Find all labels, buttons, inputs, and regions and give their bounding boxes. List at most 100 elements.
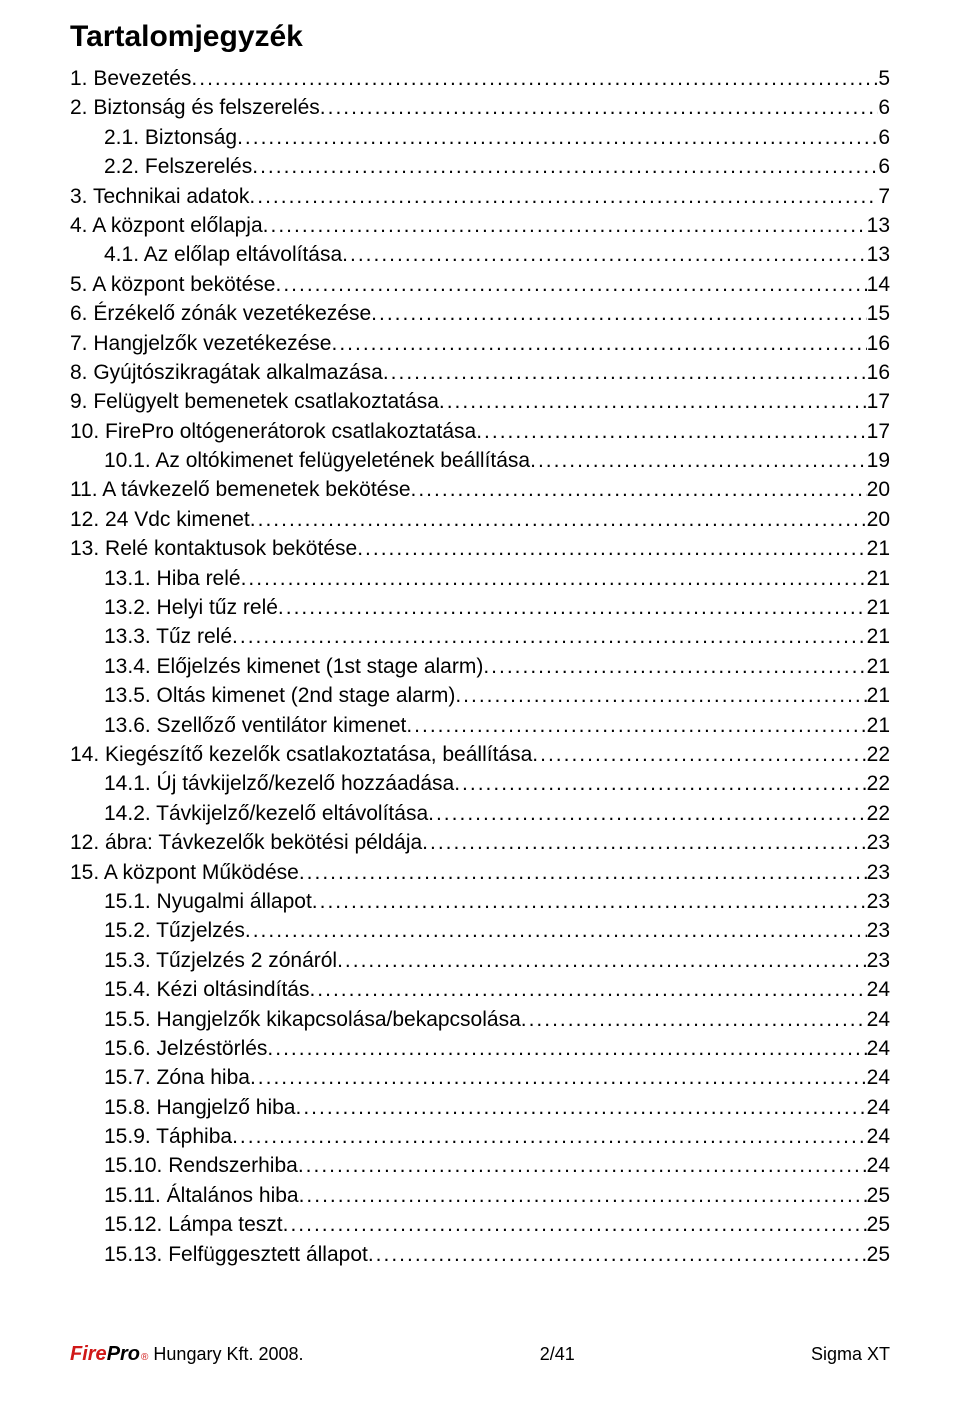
toc-leader-dots xyxy=(295,1093,866,1122)
toc-entry[interactable]: 2.1. Biztonság6 xyxy=(70,123,890,152)
toc-entry-page: 7 xyxy=(878,182,890,211)
toc-leader-dots xyxy=(250,505,867,534)
toc-leader-dots xyxy=(371,299,866,328)
toc-entry-page: 24 xyxy=(867,1005,890,1034)
toc-entry[interactable]: 13.4. Előjelzés kimenet (1st stage alarm… xyxy=(70,652,890,681)
toc-entry-page: 23 xyxy=(867,946,890,975)
toc-entry-page: 22 xyxy=(867,740,890,769)
toc-entry[interactable]: 15.2. Tűzjelzés23 xyxy=(70,916,890,945)
toc-entry[interactable]: 15.3. Tűzjelzés 2 zónáról23 xyxy=(70,946,890,975)
toc-entry-text: 8. Gyújtószikragátak alkalmazása xyxy=(70,358,383,387)
toc-entry-text: 13.2. Helyi tűz relé xyxy=(104,593,278,622)
toc-entry[interactable]: 12. ábra: Távkezelők bekötési példája23 xyxy=(70,828,890,857)
toc-entry[interactable]: 7. Hangjelzők vezetékezése16 xyxy=(70,329,890,358)
toc-entry[interactable]: 15.9. Táphiba 24 xyxy=(70,1122,890,1151)
toc-entry-page: 25 xyxy=(867,1181,890,1210)
toc-entry[interactable]: 13.3. Tűz relé21 xyxy=(70,622,890,651)
toc-leader-dots xyxy=(299,1181,867,1210)
toc-entry[interactable]: 9. Felügyelt bemenetek csatlakoztatása17 xyxy=(70,387,890,416)
toc-leader-dots xyxy=(406,711,866,740)
toc-entry-page: 23 xyxy=(867,916,890,945)
toc-entry[interactable]: 2.2. Felszerelés6 xyxy=(70,152,890,181)
toc-entry[interactable]: 8. Gyújtószikragátak alkalmazása16 xyxy=(70,358,890,387)
toc-entry[interactable]: 4.1. Az előlap eltávolítása 13 xyxy=(70,240,890,269)
toc-entry[interactable]: 11. A távkezelő bemenetek bekötése20 xyxy=(70,475,890,504)
toc-entry[interactable]: 15.7. Zóna hiba24 xyxy=(70,1063,890,1092)
toc-entry[interactable]: 15.6. Jelzéstörlés24 xyxy=(70,1034,890,1063)
toc-entry-text: 14.2. Távkijelző/kezelő eltávolítása xyxy=(104,799,428,828)
toc-entry[interactable]: 1. Bevezetés5 xyxy=(70,64,890,93)
toc-entry-page: 6 xyxy=(878,93,890,122)
toc-entry[interactable]: 13.5. Oltás kimenet (2nd stage alarm)21 xyxy=(70,681,890,710)
toc-entry[interactable]: 15.12. Lámpa teszt25 xyxy=(70,1210,890,1239)
toc-leader-dots xyxy=(455,681,866,710)
toc-entry[interactable]: 15.8. Hangjelző hiba24 xyxy=(70,1093,890,1122)
logo-registered-icon: ® xyxy=(141,1352,148,1363)
toc-entry-text: 15.6. Jelzéstörlés xyxy=(104,1034,267,1063)
toc-entry[interactable]: 13. Relé kontaktusok bekötése21 xyxy=(70,534,890,563)
toc-leader-dots xyxy=(252,152,878,181)
toc-entry-page: 23 xyxy=(867,858,890,887)
toc-entry-text: 1. Bevezetés xyxy=(70,64,191,93)
toc-entry[interactable]: 15.1. Nyugalmi állapot23 xyxy=(70,887,890,916)
toc-entry-page: 22 xyxy=(867,799,890,828)
toc-leader-dots xyxy=(530,446,867,475)
toc-entry-page: 24 xyxy=(867,1063,890,1092)
toc-entry-page: 13 xyxy=(867,240,890,269)
toc-leader-dots xyxy=(232,1122,867,1151)
toc-entry[interactable]: 10.1. Az oltókimenet felügyeletének beál… xyxy=(70,446,890,475)
toc-entry-text: 4. A központ előlapja xyxy=(70,211,263,240)
toc-entry[interactable]: 14. Kiegészítő kezelők csatlakoztatása, … xyxy=(70,740,890,769)
footer-page-number: 2/41 xyxy=(540,1344,575,1365)
toc-entry-page: 14 xyxy=(867,270,890,299)
toc-entry[interactable]: 6. Érzékelő zónák vezetékezése15 xyxy=(70,299,890,328)
toc-leader-dots xyxy=(454,769,866,798)
toc-leader-dots xyxy=(283,1210,867,1239)
toc-entry[interactable]: 14.2. Távkijelző/kezelő eltávolítása 22 xyxy=(70,799,890,828)
toc-entry[interactable]: 15.10. Rendszerhiba24 xyxy=(70,1151,890,1180)
toc-entry[interactable]: 4. A központ előlapja 13 xyxy=(70,211,890,240)
toc-entry-page: 24 xyxy=(867,1093,890,1122)
toc-entry-page: 21 xyxy=(867,711,890,740)
toc-entry[interactable]: 15.5. Hangjelzők kikapcsolása/bekapcsolá… xyxy=(70,1005,890,1034)
toc-entry-page: 13 xyxy=(867,211,890,240)
toc-entry-text: 6. Érzékelő zónák vezetékezése xyxy=(70,299,371,328)
toc-entry[interactable]: 12. 24 Vdc kimenet20 xyxy=(70,505,890,534)
footer-left: FirePro® Hungary Kft. 2008. xyxy=(70,1343,304,1366)
toc-entry[interactable]: 14.1. Új távkijelző/kezelő hozzáadása22 xyxy=(70,769,890,798)
toc-entry-page: 6 xyxy=(878,123,890,152)
toc-entry-page: 22 xyxy=(867,769,890,798)
toc-entry-page: 21 xyxy=(867,593,890,622)
toc-entry-text: 12. ábra: Távkezelők bekötési példája xyxy=(70,828,422,857)
toc-leader-dots xyxy=(249,182,878,211)
toc-entry[interactable]: 15.13. Felfüggesztett állapot25 xyxy=(70,1240,890,1269)
toc-entry-text: 15.10. Rendszerhiba xyxy=(104,1151,298,1180)
toc-entry[interactable]: 5. A központ bekötése14 xyxy=(70,270,890,299)
toc-entry-text: 2.2. Felszerelés xyxy=(104,152,252,181)
toc-leader-dots xyxy=(312,887,867,916)
toc-leader-dots xyxy=(428,799,867,828)
logo: FirePro® xyxy=(70,1343,148,1366)
logo-pro: Pro xyxy=(107,1343,140,1366)
toc-entry-text: 15.1. Nyugalmi állapot xyxy=(104,887,312,916)
toc-entry-text: 15.5. Hangjelzők kikapcsolása/bekapcsolá… xyxy=(104,1005,521,1034)
toc-entry-text: 2. Biztonság és felszerelés xyxy=(70,93,320,122)
toc-entry-page: 24 xyxy=(867,1122,890,1151)
toc-entry-page: 19 xyxy=(867,446,890,475)
toc-entry-text: 10.1. Az oltókimenet felügyeletének beál… xyxy=(104,446,530,475)
toc-entry[interactable]: 10. FirePro oltógenerátorok csatlakoztat… xyxy=(70,417,890,446)
toc-entry-text: 15.9. Táphiba xyxy=(104,1122,232,1151)
toc-entry[interactable]: 13.2. Helyi tűz relé 21 xyxy=(70,593,890,622)
toc-entry[interactable]: 15.11. Általános hiba25 xyxy=(70,1181,890,1210)
toc-leader-dots xyxy=(232,622,867,651)
toc-entry-text: 4.1. Az előlap eltávolítása xyxy=(104,240,342,269)
toc-entry[interactable]: 2. Biztonság és felszerelés 6 xyxy=(70,93,890,122)
toc-entry[interactable]: 15. A központ Működése23 xyxy=(70,858,890,887)
toc-entry[interactable]: 13.1. Hiba relé21 xyxy=(70,564,890,593)
toc-entry[interactable]: 3. Technikai adatok7 xyxy=(70,182,890,211)
toc-entry-text: 13. Relé kontaktusok bekötése xyxy=(70,534,357,563)
toc-entry[interactable]: 13.6. Szellőző ventilátor kimenet21 xyxy=(70,711,890,740)
toc-entry[interactable]: 15.4. Kézi oltásindítás24 xyxy=(70,975,890,1004)
toc-leader-dots xyxy=(263,211,867,240)
toc-leader-dots xyxy=(241,564,867,593)
